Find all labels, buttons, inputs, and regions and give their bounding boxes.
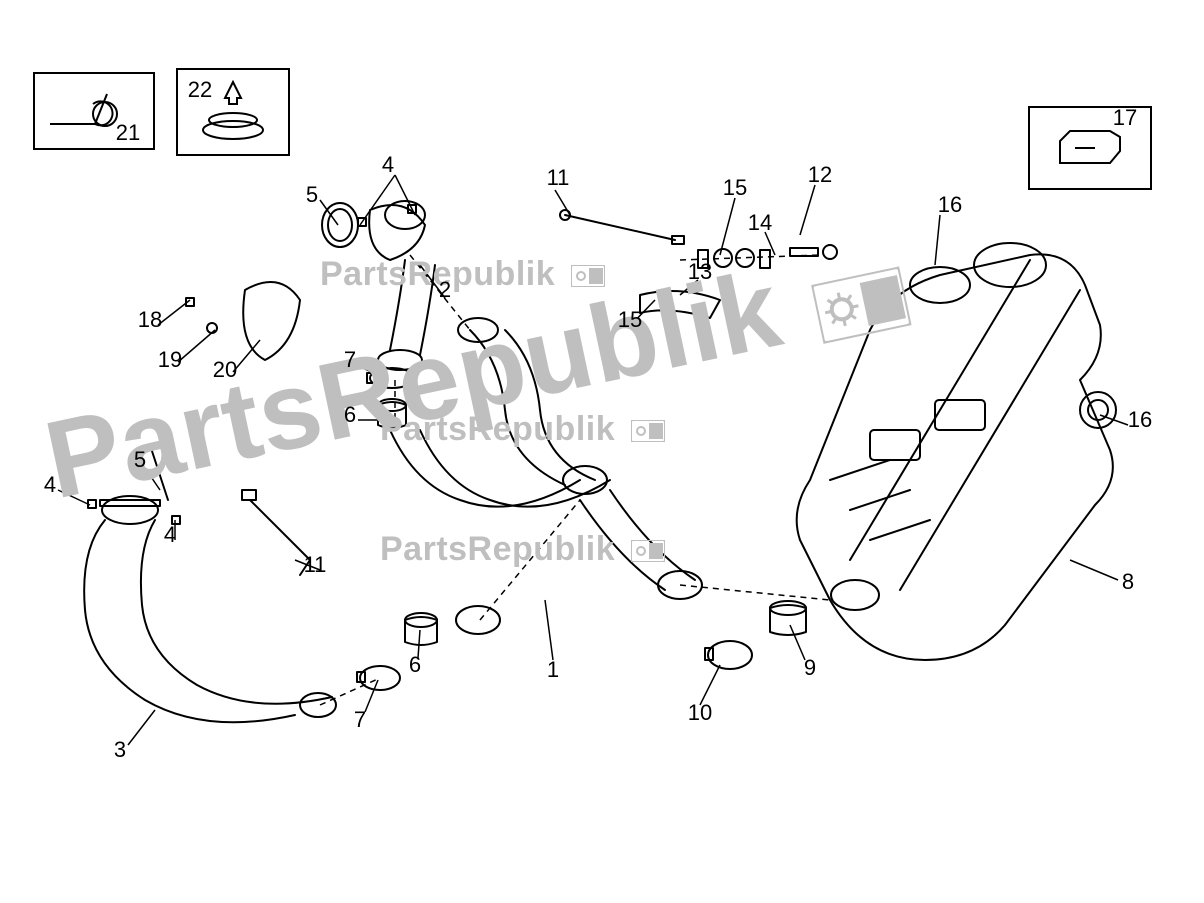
callout-22: 22 bbox=[188, 77, 212, 103]
flag-icon bbox=[631, 532, 665, 571]
callout-11: 11 bbox=[304, 552, 327, 578]
callout-2: 2 bbox=[439, 277, 451, 303]
flag-icon bbox=[571, 257, 605, 296]
callout-11: 11 bbox=[547, 165, 570, 191]
callout-15: 15 bbox=[618, 307, 642, 333]
callout-6: 6 bbox=[409, 652, 421, 678]
callout-6: 6 bbox=[344, 402, 356, 428]
callout-18: 18 bbox=[138, 307, 162, 333]
callout-4: 4 bbox=[164, 522, 176, 548]
callout-4: 4 bbox=[44, 472, 56, 498]
callout-20: 20 bbox=[213, 357, 237, 383]
callout-13: 13 bbox=[688, 259, 712, 285]
exhaust-diagram: PartsRepublik PartsRepublik PartsRepubli… bbox=[0, 0, 1204, 903]
callout-5: 5 bbox=[134, 447, 146, 473]
callout-7: 7 bbox=[344, 347, 356, 373]
flag-icon bbox=[631, 412, 665, 451]
watermark-text: PartsRepublik bbox=[320, 255, 555, 293]
watermark-2: PartsRepublik bbox=[380, 410, 665, 451]
callout-3: 3 bbox=[114, 737, 126, 763]
callout-9: 9 bbox=[804, 655, 816, 681]
callout-8: 8 bbox=[1122, 569, 1134, 595]
callout-16: 16 bbox=[1128, 407, 1152, 433]
callout-16: 16 bbox=[938, 192, 962, 218]
callout-5: 5 bbox=[306, 182, 318, 208]
callout-4: 4 bbox=[382, 152, 394, 178]
watermark-3: PartsRepublik bbox=[380, 530, 665, 571]
watermark-1: PartsRepublik bbox=[320, 255, 605, 296]
watermark-text: PartsRepublik bbox=[380, 410, 615, 448]
callout-7: 7 bbox=[354, 707, 366, 733]
callout-21: 21 bbox=[116, 120, 140, 146]
watermark-text: PartsRepublik bbox=[380, 530, 615, 568]
callout-14: 14 bbox=[748, 210, 772, 236]
callout-10: 10 bbox=[688, 700, 712, 726]
callout-17: 17 bbox=[1113, 105, 1137, 131]
callout-1: 1 bbox=[547, 657, 559, 683]
callout-19: 19 bbox=[158, 347, 182, 373]
callout-12: 12 bbox=[808, 162, 832, 188]
callout-15: 15 bbox=[723, 175, 747, 201]
flag-icon bbox=[803, 227, 917, 370]
